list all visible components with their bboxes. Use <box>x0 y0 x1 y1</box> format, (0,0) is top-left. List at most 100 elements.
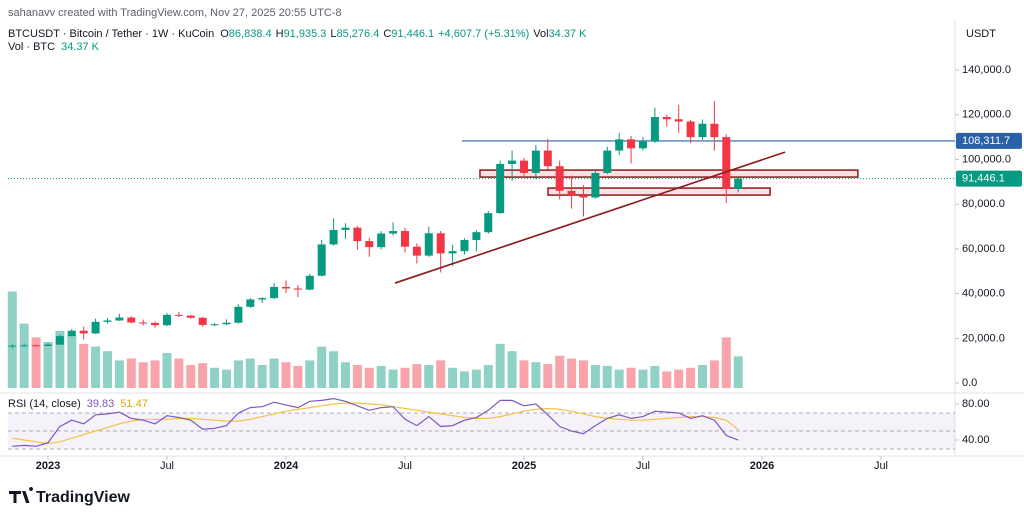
volume-bar <box>602 365 612 388</box>
candle-body <box>591 172 600 198</box>
ohlc-value: 86,838.4 <box>229 28 272 40</box>
candle-body <box>341 227 350 230</box>
volume-bar <box>221 369 231 388</box>
brand: TradingView <box>9 487 131 506</box>
candle-body <box>567 190 576 196</box>
rsi-title: RSI (14, close) <box>8 398 81 410</box>
candle-body <box>722 137 731 189</box>
candle-body <box>519 160 528 173</box>
volume-bar <box>364 367 374 388</box>
rsi-ma-last: 51.47 <box>120 398 148 410</box>
volume-bar <box>424 365 434 388</box>
support-zone <box>479 169 859 178</box>
x-tick-label: Jul <box>874 460 888 472</box>
candle-body <box>353 227 362 242</box>
volume-title: Vol · BTC <box>8 41 55 53</box>
volume-bar <box>495 343 505 388</box>
x-tick-label: Jul <box>398 460 412 472</box>
level-tag <box>956 132 1022 149</box>
volume-bar <box>650 365 660 388</box>
volume-bar <box>448 367 458 388</box>
volume-bar <box>91 346 101 388</box>
volume-bar <box>245 358 255 388</box>
x-tick-label: 2024 <box>274 460 299 472</box>
x-tick-label: 2025 <box>512 460 536 472</box>
candle-body <box>162 314 171 326</box>
volume-bar <box>233 360 243 388</box>
candle-body <box>412 246 421 256</box>
volume-bar <box>352 365 362 388</box>
ohlc-value: 85,276.4 <box>337 28 380 40</box>
volume-bar <box>686 367 696 388</box>
volume-line: Vol · BTC 34.37 K <box>8 41 100 53</box>
candle-body <box>555 166 564 191</box>
candle-body <box>436 233 445 254</box>
candle-body <box>198 317 207 325</box>
candle-body <box>674 119 683 122</box>
x-tick-label: 2023 <box>36 460 60 472</box>
y-tick-label: 80,000.0 <box>962 198 1005 210</box>
volume-bar <box>269 358 279 388</box>
volume-bar <box>400 367 410 388</box>
volume-bar <box>638 369 648 388</box>
candle-body <box>186 315 195 318</box>
candle-body <box>103 320 112 322</box>
watermark: sahanavv created with TradingView.com, N… <box>8 7 342 19</box>
rsi-last: 39.83 <box>87 398 115 410</box>
volume-bar <box>19 323 29 388</box>
ohlc-key: C <box>383 28 391 40</box>
volume-bar <box>138 362 148 388</box>
y-tick-label: 140,000.0 <box>962 64 1011 76</box>
candle-body <box>127 317 136 323</box>
candle-body <box>329 229 338 245</box>
level-tag-label: 108,311.7 <box>962 135 1010 147</box>
vol-value: 34.37 K <box>549 28 588 40</box>
candle-body <box>32 345 41 347</box>
rsi-legend: RSI (14, close) 39.83 51.47 <box>8 398 148 410</box>
volume-bar <box>340 362 350 388</box>
volume-bar <box>697 365 707 388</box>
candle-body <box>484 213 493 233</box>
volume-bar <box>329 351 339 388</box>
volume-bar <box>709 360 719 388</box>
candle-body <box>579 195 588 198</box>
candle-body <box>627 139 636 149</box>
candle-body <box>222 322 231 325</box>
candle-body <box>258 298 267 300</box>
volume-bar <box>412 364 422 388</box>
candle-body <box>67 330 76 337</box>
trendline <box>394 151 786 284</box>
volume-bar <box>31 337 41 388</box>
volume-bar <box>317 346 327 388</box>
volume-bar <box>567 358 577 388</box>
volume-bar <box>114 360 124 388</box>
candle-body <box>603 150 612 173</box>
volume-bar <box>519 360 529 388</box>
y-tick-label: 20,000.0 <box>962 332 1005 344</box>
rsi-tick-label: 80.00 <box>962 398 990 410</box>
volume-bar <box>459 371 469 388</box>
candle-body <box>710 123 719 138</box>
volume-bar <box>126 358 136 388</box>
candle-body <box>615 139 624 151</box>
candle-body <box>698 123 707 138</box>
volume-bar <box>162 353 172 388</box>
volume-bar <box>198 363 208 388</box>
volume-bar <box>578 360 588 388</box>
volume-last: 34.37 K <box>61 41 100 53</box>
volume-bar <box>674 369 684 388</box>
candle-body <box>174 314 183 316</box>
change: +4,607.7 (+5.31%) <box>438 28 529 40</box>
candle-body <box>115 317 124 321</box>
volume-bar <box>376 365 386 388</box>
candle-body <box>650 117 659 142</box>
candle-body <box>508 160 517 164</box>
candle-body <box>377 233 386 248</box>
candle-body <box>151 322 160 326</box>
rsi-line <box>12 397 739 447</box>
x-tick-label: Jul <box>636 460 650 472</box>
candle-body <box>317 244 326 276</box>
candle-body <box>400 231 409 247</box>
y-tick-label: 120,000.0 <box>962 109 1011 121</box>
